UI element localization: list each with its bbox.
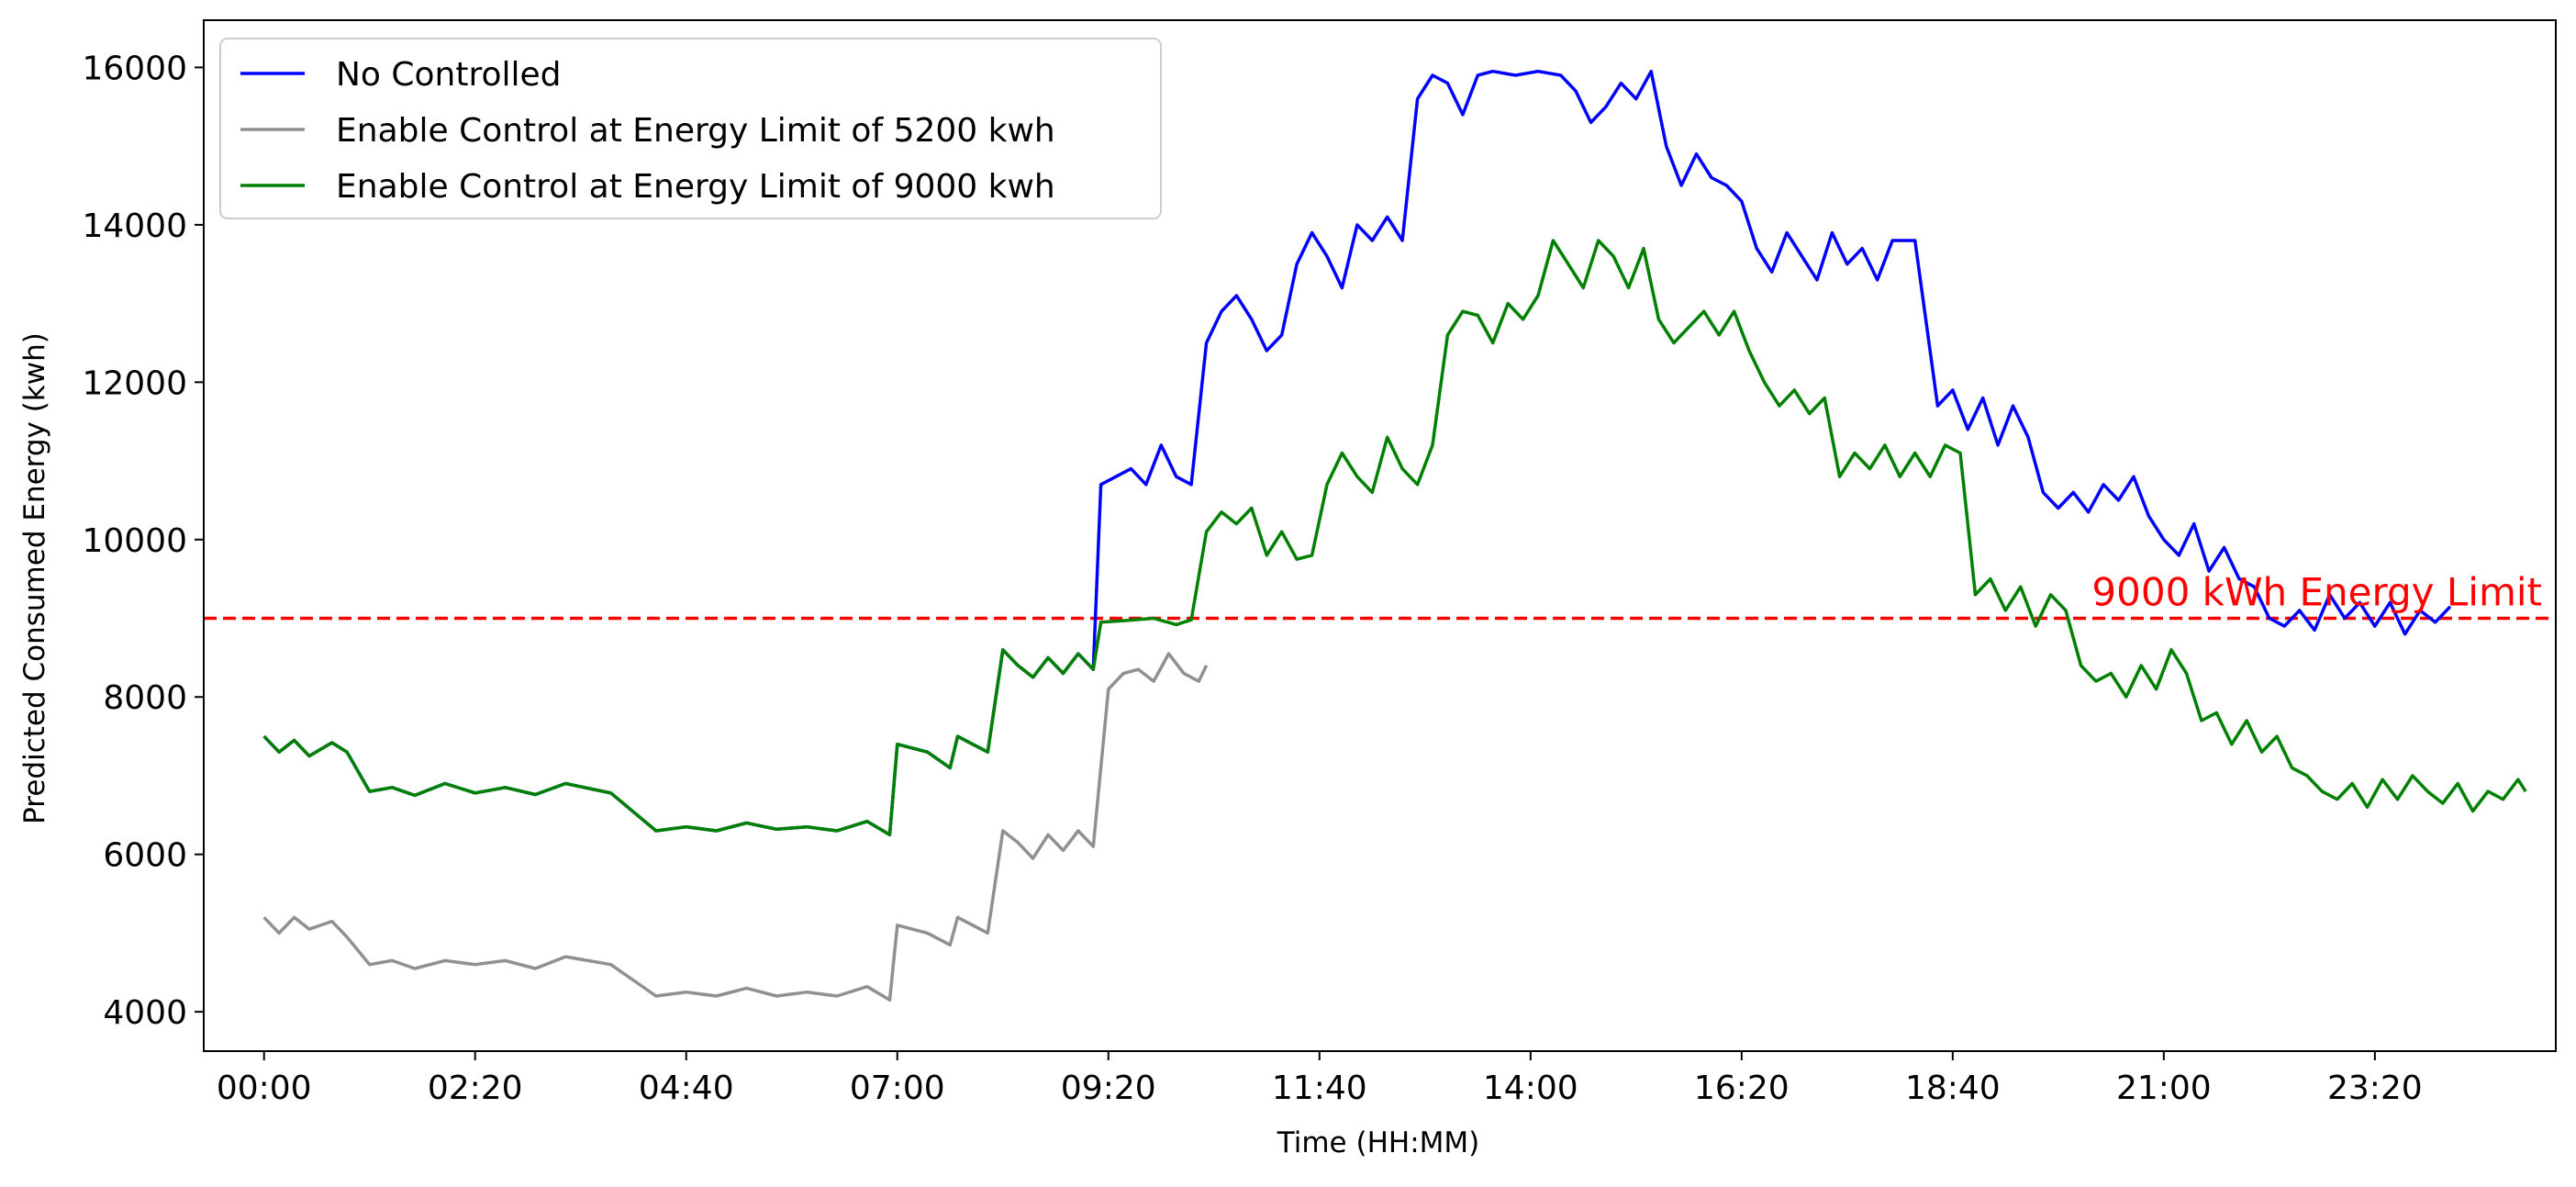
legend: No Controlled Enable Control at Energy Li… xyxy=(219,38,1162,219)
x-tick-label: 18:40 xyxy=(1905,1069,2001,1107)
x-tick-label: 00:00 xyxy=(217,1069,312,1107)
plot-area: 9000 kWh Energy Limit xyxy=(204,69,2556,1002)
y-tick-label: 10000 xyxy=(82,522,187,560)
x-tick-label: 23:20 xyxy=(2327,1069,2423,1107)
legend-label-3: Enable Control at Energy Limit of 9000 k… xyxy=(336,168,1055,206)
y-tick-label: 6000 xyxy=(103,837,187,875)
x-tick-label: 07:00 xyxy=(850,1069,945,1107)
x-axis-label: Time (HH:MM) xyxy=(1277,1126,1479,1159)
x-tick-label: 21:00 xyxy=(2116,1069,2212,1107)
legend-label-2: Enable Control at Energy Limit of 5200 k… xyxy=(336,112,1055,150)
y-tick-label: 14000 xyxy=(82,207,187,245)
series-line-3 xyxy=(262,239,2527,837)
legend-label-1: No Controlled xyxy=(336,56,562,94)
x-tick-label: 02:20 xyxy=(428,1069,523,1107)
x-tick-label: 14:00 xyxy=(1483,1069,1578,1107)
energy-limit-annotation: 9000 kWh Energy Limit xyxy=(2091,570,2542,615)
y-axis-label: Predicted Consumed Energy (kwh) xyxy=(18,332,51,824)
series-line-2 xyxy=(262,652,1209,1002)
x-tick-label: 11:40 xyxy=(1272,1069,1367,1107)
legend-box xyxy=(219,38,1162,219)
y-tick-label: 4000 xyxy=(103,994,187,1032)
y-tick-label: 8000 xyxy=(103,679,187,717)
y-tick-label: 16000 xyxy=(82,50,187,87)
x-tick-label: 16:20 xyxy=(1694,1069,1790,1107)
x-tick-label: 04:40 xyxy=(639,1069,734,1107)
axes: 00:00 02:20 04:40 07:00 09:20 11:40 14:00 16:20… xyxy=(82,19,2557,1107)
y-tick-label: 12000 xyxy=(82,364,187,402)
plot-frame xyxy=(203,19,2557,1052)
x-tick-label: 09:20 xyxy=(1061,1069,1156,1107)
